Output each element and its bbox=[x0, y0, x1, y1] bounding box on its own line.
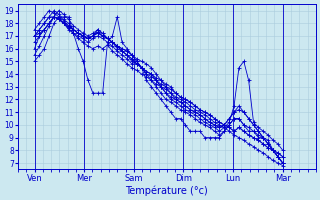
X-axis label: Température (°c): Température (°c) bbox=[125, 185, 208, 196]
